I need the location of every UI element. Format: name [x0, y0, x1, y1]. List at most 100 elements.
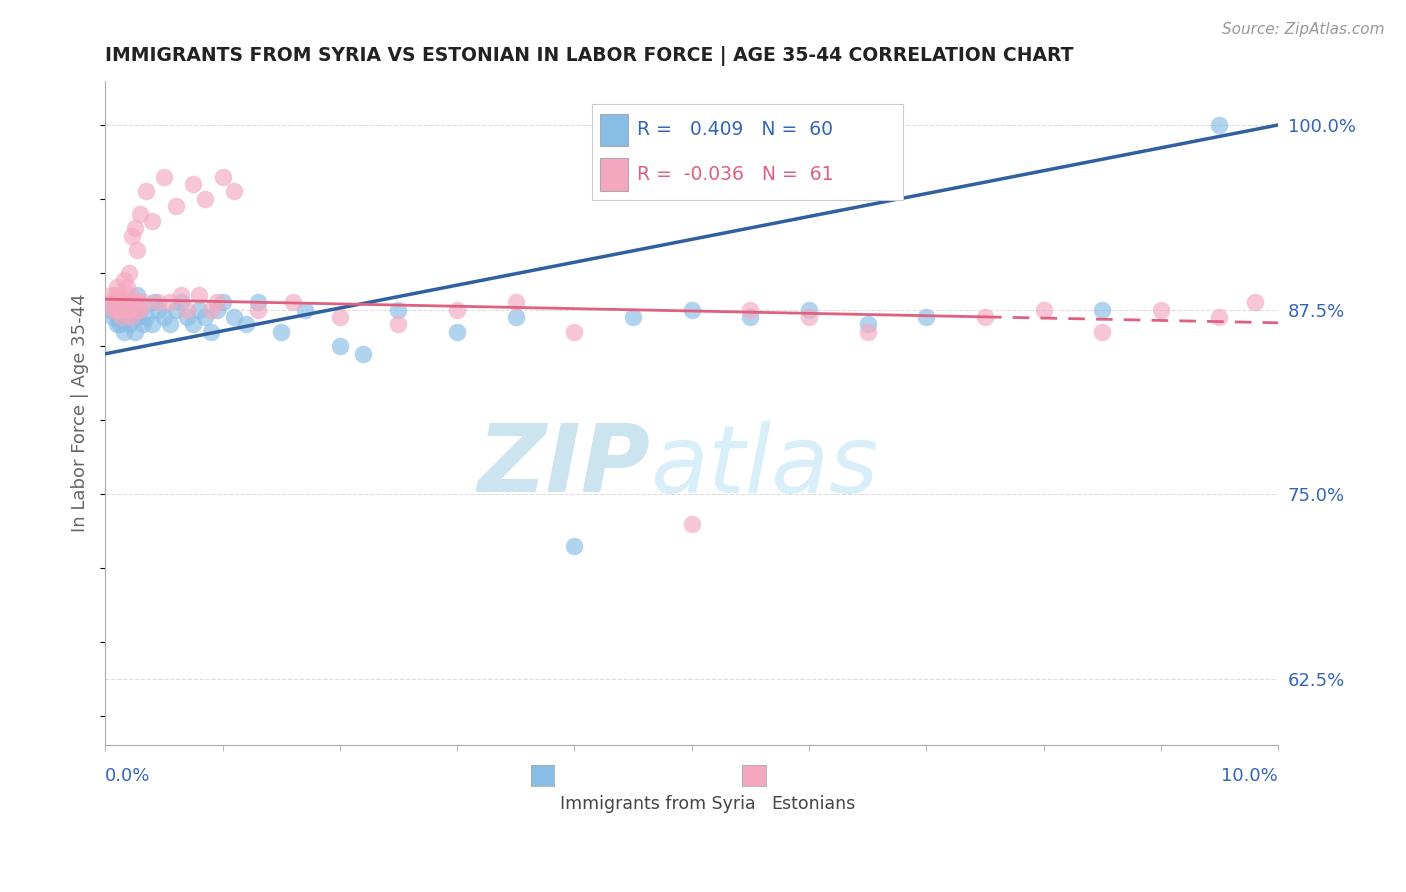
- Point: [621, 310, 644, 324]
- Point: [129, 302, 152, 317]
- Point: [112, 273, 135, 287]
- Point: [122, 295, 145, 310]
- Point: [124, 221, 146, 235]
- Point: [856, 318, 879, 332]
- Point: [235, 318, 257, 332]
- Point: [110, 287, 132, 301]
- Point: [915, 310, 938, 324]
- Point: [129, 302, 152, 317]
- Point: [270, 325, 292, 339]
- Point: [125, 244, 148, 258]
- Point: [1091, 302, 1114, 317]
- Point: [101, 295, 124, 310]
- Point: [100, 302, 122, 317]
- Point: [118, 310, 141, 324]
- Text: Estonians: Estonians: [772, 795, 856, 813]
- Text: atlas: atlas: [651, 420, 879, 511]
- Y-axis label: In Labor Force | Age 35-44: In Labor Force | Age 35-44: [72, 293, 89, 533]
- Point: [112, 325, 135, 339]
- Point: [121, 228, 143, 243]
- Point: [224, 310, 246, 324]
- Point: [117, 280, 139, 294]
- Point: [205, 302, 228, 317]
- Point: [181, 177, 204, 191]
- Point: [505, 310, 527, 324]
- Point: [194, 310, 217, 324]
- Text: Immigrants from Syria: Immigrants from Syria: [561, 795, 756, 813]
- Point: [1208, 118, 1230, 132]
- Point: [188, 287, 211, 301]
- Point: [1243, 295, 1265, 310]
- Point: [104, 287, 127, 301]
- Point: [127, 310, 149, 324]
- Point: [1032, 302, 1054, 317]
- Point: [105, 302, 128, 317]
- Point: [352, 347, 374, 361]
- Point: [797, 302, 820, 317]
- Point: [114, 302, 136, 317]
- Point: [281, 295, 304, 310]
- Point: [111, 310, 134, 324]
- Point: [118, 266, 141, 280]
- Point: [115, 295, 138, 310]
- Point: [111, 302, 134, 317]
- Point: [108, 302, 131, 317]
- Point: [856, 325, 879, 339]
- Point: [211, 295, 233, 310]
- Point: [170, 295, 193, 310]
- Point: [159, 318, 181, 332]
- Point: [103, 302, 125, 317]
- Point: [153, 169, 176, 184]
- Point: [120, 310, 142, 324]
- Point: [211, 169, 233, 184]
- Point: [224, 185, 246, 199]
- Point: [205, 295, 228, 310]
- Point: [446, 302, 468, 317]
- Point: [176, 302, 198, 317]
- Point: [100, 287, 122, 301]
- Point: [104, 295, 127, 310]
- Point: [387, 302, 409, 317]
- Point: [143, 295, 166, 310]
- Text: Source: ZipAtlas.com: Source: ZipAtlas.com: [1222, 22, 1385, 37]
- Point: [110, 318, 132, 332]
- Point: [200, 302, 222, 317]
- Point: [387, 318, 409, 332]
- Point: [797, 310, 820, 324]
- Point: [118, 302, 141, 317]
- Point: [135, 310, 157, 324]
- Point: [105, 318, 128, 332]
- Point: [118, 318, 141, 332]
- Point: [105, 280, 128, 294]
- Point: [246, 302, 269, 317]
- Point: [141, 318, 163, 332]
- Point: [194, 192, 217, 206]
- Point: [120, 310, 142, 324]
- Point: [124, 325, 146, 339]
- Point: [135, 185, 157, 199]
- Point: [107, 295, 129, 310]
- Point: [246, 295, 269, 310]
- Point: [125, 310, 148, 324]
- Point: [107, 310, 129, 324]
- Point: [146, 302, 169, 317]
- Point: [125, 302, 148, 317]
- Point: [111, 310, 134, 324]
- Point: [329, 310, 352, 324]
- Point: [103, 310, 125, 324]
- Point: [117, 302, 139, 317]
- Point: [118, 302, 141, 317]
- Point: [159, 295, 181, 310]
- Text: 0.0%: 0.0%: [105, 767, 150, 785]
- Point: [129, 206, 152, 220]
- Point: [111, 295, 134, 310]
- Point: [564, 325, 586, 339]
- Point: [146, 295, 169, 310]
- Point: [165, 302, 187, 317]
- Point: [564, 539, 586, 553]
- Point: [114, 302, 136, 317]
- Point: [141, 214, 163, 228]
- Point: [181, 318, 204, 332]
- Point: [132, 318, 155, 332]
- Point: [681, 302, 703, 317]
